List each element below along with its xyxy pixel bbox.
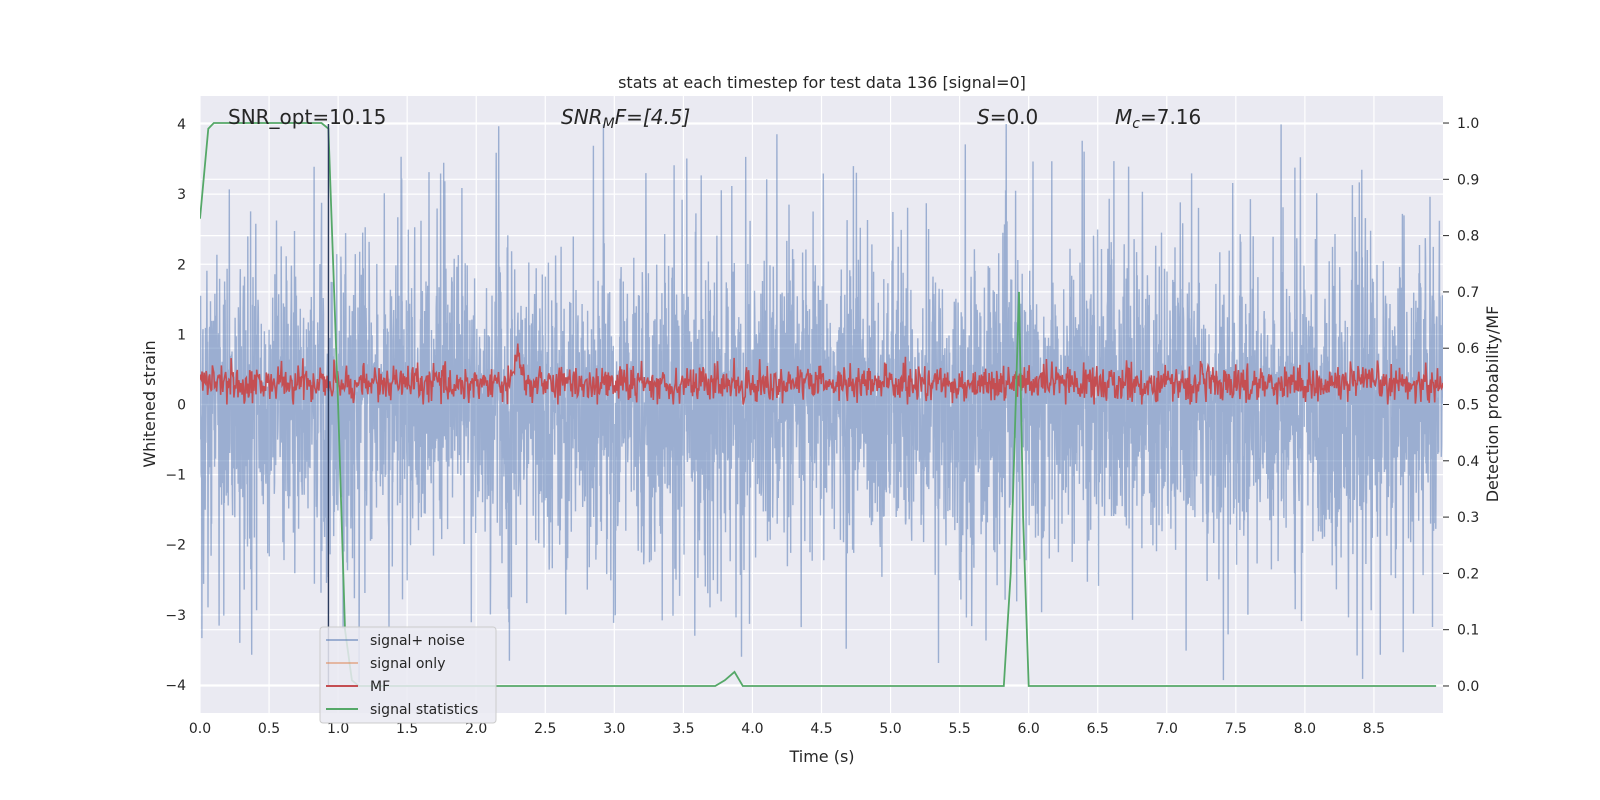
x-tick-label: 8.0 — [1294, 721, 1316, 737]
annotation-snr-mf: SNRMF=[4.5] — [561, 105, 690, 132]
y-tick-label: 1 — [177, 327, 186, 343]
mf-line — [200, 343, 1443, 405]
x-tick-label: 4.0 — [741, 721, 763, 737]
y-right-tick-label: 0.0 — [1457, 679, 1479, 695]
y-right-tick-label: 0.5 — [1457, 398, 1479, 414]
y-right-tick-label: 0.3 — [1457, 510, 1479, 526]
y-right-tick-label: 0.2 — [1457, 566, 1479, 582]
y-right-tick-labels: 0.0 0.1 0.2 0.3 0.4 0.5 0.6 0.7 0.8 0.9 1.0 — [1443, 116, 1479, 695]
y-tick-label: 4 — [177, 117, 186, 133]
x-tick-label: 3.5 — [672, 721, 694, 737]
x-tick-label: 7.5 — [1225, 721, 1247, 737]
annotation-s-rest: =0.0 — [990, 105, 1039, 129]
chart-title: stats at each timestep for test data 136… — [618, 73, 1026, 92]
x-tick-label: 7.0 — [1156, 721, 1178, 737]
x-tick-label: 6.5 — [1087, 721, 1109, 737]
y-right-tick-label: 0.1 — [1457, 623, 1479, 639]
annotation-mc-sub: c — [1132, 116, 1140, 132]
y-tick-label: −4 — [165, 678, 186, 694]
y-tick-labels: −4 −3 −2 −1 0 1 2 3 4 — [165, 117, 186, 694]
y-right-tick-label: 0.4 — [1457, 454, 1479, 470]
x-tick-label: 2.5 — [534, 721, 556, 737]
annotation-snr-opt: SNR_opt=10.15 — [228, 105, 386, 129]
annotation-s: S=0.0 — [977, 105, 1038, 129]
y-right-tick-label: 0.9 — [1457, 172, 1479, 188]
y-tick-label: −2 — [165, 538, 186, 554]
x-tick-label: 5.5 — [948, 721, 970, 737]
x-tick-label: 0.5 — [258, 721, 280, 737]
x-tick-label: 5.0 — [879, 721, 901, 737]
y-right-tick-label: 0.8 — [1457, 229, 1479, 245]
legend-box — [319, 626, 497, 724]
y-right-tick-label: 0.7 — [1457, 285, 1479, 301]
legend-label-signal-only: signal only — [370, 656, 445, 672]
legend-label-signal-noise: signal+ noise — [370, 633, 465, 649]
legend: signal+ noise signal only MF signal stat… — [319, 626, 497, 724]
signal-noise-line — [200, 123, 1443, 683]
x-tick-label: 0.0 — [189, 721, 211, 737]
series-mf — [200, 343, 1443, 405]
annotation-mc: Mc=7.16 — [1115, 105, 1201, 132]
annotation-snr-mf-rest: F=[4.5] — [615, 105, 691, 129]
y-tick-label: 3 — [177, 187, 186, 203]
x-tick-labels: 0.0 0.5 1.0 1.5 2.0 2.5 3.0 3.5 4.0 4.5 5.0 5.5 6.0 6… — [189, 721, 1385, 737]
legend-label-signal-statistics: signal statistics — [370, 702, 478, 718]
annotation-snr-mf-sub: M — [603, 116, 615, 132]
annotation-mc-base: M — [1115, 105, 1132, 129]
x-tick-label: 1.0 — [327, 721, 349, 737]
legend-label-mf: MF — [370, 679, 390, 695]
annotation-snr-mf-base: SNR — [561, 105, 603, 129]
y-right-tick-label: 0.6 — [1457, 341, 1479, 357]
x-tick-label: 4.5 — [810, 721, 832, 737]
x-tick-label: 6.0 — [1018, 721, 1040, 737]
x-tick-label: 8.5 — [1363, 721, 1385, 737]
x-axis-label: Time (s) — [788, 747, 854, 766]
y-tick-label: −3 — [165, 608, 186, 624]
y-tick-label: −1 — [165, 468, 186, 484]
series-signal-noise — [200, 123, 1443, 683]
x-tick-label: 2.0 — [465, 721, 487, 737]
annotation-s-base: S — [977, 105, 990, 129]
y-tick-label: 0 — [177, 398, 186, 414]
y-right-axis-label: Detection probability/MF — [1483, 306, 1502, 503]
y-right-tick-label: 1.0 — [1457, 116, 1479, 132]
annotation-mc-rest: =7.16 — [1140, 105, 1201, 129]
y-axis-label: Whitened strain — [140, 340, 159, 467]
x-tick-label: 1.5 — [396, 721, 418, 737]
x-tick-label: 3.0 — [603, 721, 625, 737]
y-tick-label: 2 — [177, 257, 186, 273]
